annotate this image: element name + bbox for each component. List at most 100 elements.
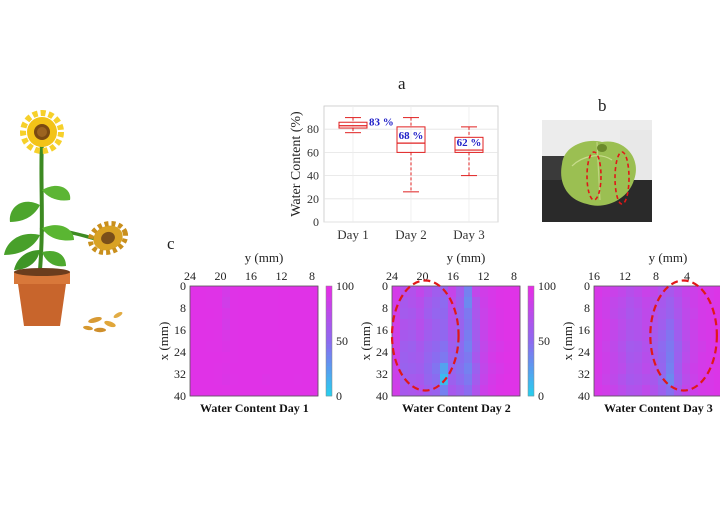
heatmap-cell: [602, 341, 611, 353]
heatmap-cell: [448, 330, 457, 342]
heatmap-cell: [294, 352, 303, 364]
heatmap-cell: [432, 319, 441, 331]
heatmap-cell: [472, 352, 481, 364]
heatmap-cell: [690, 374, 699, 386]
heatmap-cell: [658, 286, 667, 298]
heatmap-cell: [634, 385, 643, 397]
heatmap-cell: [214, 286, 223, 298]
heatmap-cell: [610, 297, 619, 309]
heatmap-cell: [294, 374, 303, 386]
heatmap-cell: [246, 352, 255, 364]
heatmap-cell: [254, 352, 263, 364]
heatmap-cell: [198, 341, 207, 353]
heatmap-cell: [634, 308, 643, 320]
box-day-2: 68 %: [396, 117, 426, 193]
heatmap-cell: [512, 319, 521, 331]
heatmap-cell: [310, 286, 319, 298]
x-axis-label: y (mm): [649, 250, 688, 265]
heatmap-cell: [642, 385, 651, 397]
heatmap-cell: [690, 297, 699, 309]
heatmap-cell: [642, 363, 651, 375]
heatmap-cell: [472, 363, 481, 375]
colorbar-segment: [528, 297, 534, 301]
heatmap-cell: [302, 319, 311, 331]
heatmap-cell: [214, 319, 223, 331]
colorbar-segment: [326, 370, 332, 375]
heatmap-cell: [472, 319, 481, 331]
heatmap-cell: [270, 297, 279, 309]
heatmap-cell: [666, 297, 675, 309]
heatmap-cell: [190, 363, 199, 375]
y-tick-label: 0: [180, 279, 186, 293]
heatmap-cell: [618, 308, 627, 320]
heatmap-cell: [706, 308, 715, 320]
heatmap-cell: [286, 352, 295, 364]
heatmap-cell: [658, 363, 667, 375]
heatmap-cell: [666, 374, 675, 386]
heatmap-cell: [408, 341, 417, 353]
y-tick-label: 32: [578, 367, 590, 381]
heatmap-cell: [416, 286, 425, 298]
heatmap-cell: [448, 352, 457, 364]
heatmap-cell: [246, 374, 255, 386]
heatmap-cell: [626, 352, 635, 364]
heatmap-cell: [262, 374, 271, 386]
heatmap-cell: [456, 385, 465, 397]
colorbar-segment: [528, 355, 534, 360]
heatmap-cell: [286, 341, 295, 353]
heatmap-cell: [302, 308, 311, 320]
y-tick-label: 40: [376, 389, 388, 403]
colorbar-segment: [528, 300, 534, 305]
heatmap-cell: [238, 286, 247, 298]
heatmap-cell: [504, 385, 513, 397]
heatmap-cell: [634, 363, 643, 375]
colorbar-segment: [326, 311, 332, 316]
y-tick-label: 8: [180, 301, 186, 315]
heatmap-cell: [198, 363, 207, 375]
box-iqr: [396, 126, 426, 153]
heatmap-cell: [488, 330, 497, 342]
heatmap-cell: [706, 385, 715, 397]
heatmap-cell: [416, 308, 425, 320]
heatmap-cell: [610, 308, 619, 320]
heatmap-cell: [472, 385, 481, 397]
panel-label-c: c: [167, 234, 175, 253]
heatmap-cell: [642, 297, 651, 309]
colorbar-segment: [326, 337, 332, 342]
heatmap-cell: [310, 330, 319, 342]
heatmap-cell: [658, 352, 667, 364]
heatmap-cell: [230, 352, 239, 364]
heatmap-cell: [674, 308, 683, 320]
heatmap-cell: [682, 341, 691, 353]
heatmap-cell: [690, 330, 699, 342]
heatmap-cell: [456, 308, 465, 320]
heatmap-cell: [310, 297, 319, 309]
x-tick-label: 24: [184, 269, 196, 283]
heatmap-cell: [642, 330, 651, 342]
panel-label-a: a: [398, 74, 406, 93]
heatmap-cell: [238, 308, 247, 320]
heatmap-cell: [602, 297, 611, 309]
x-tick-label: 8: [511, 269, 517, 283]
heatmap-cell: [706, 286, 715, 298]
median-label: 62 %: [457, 137, 482, 149]
heatmap-cell: [610, 341, 619, 353]
heatmap-cell: [440, 308, 449, 320]
heatmap-cell: [302, 352, 311, 364]
heatmap-cell: [618, 341, 627, 353]
heatmap-cell: [666, 319, 675, 331]
heatmap-cell: [214, 330, 223, 342]
colorbar-segment: [528, 333, 534, 338]
heatmap-cell: [214, 385, 223, 397]
heatmap-cell: [610, 363, 619, 375]
heatmap-cell: [424, 286, 433, 298]
heatmap-cell: [302, 330, 311, 342]
colorbar-segment: [326, 381, 332, 386]
heatmap-cell: [480, 374, 489, 386]
heatmap-cell: [254, 385, 263, 397]
heatmap-cell: [392, 352, 401, 364]
heatmap-cell: [190, 286, 199, 298]
colorbar-segment: [326, 385, 332, 389]
colorbar-tick-label: 100: [336, 279, 354, 293]
heatmap-cell: [650, 297, 659, 309]
